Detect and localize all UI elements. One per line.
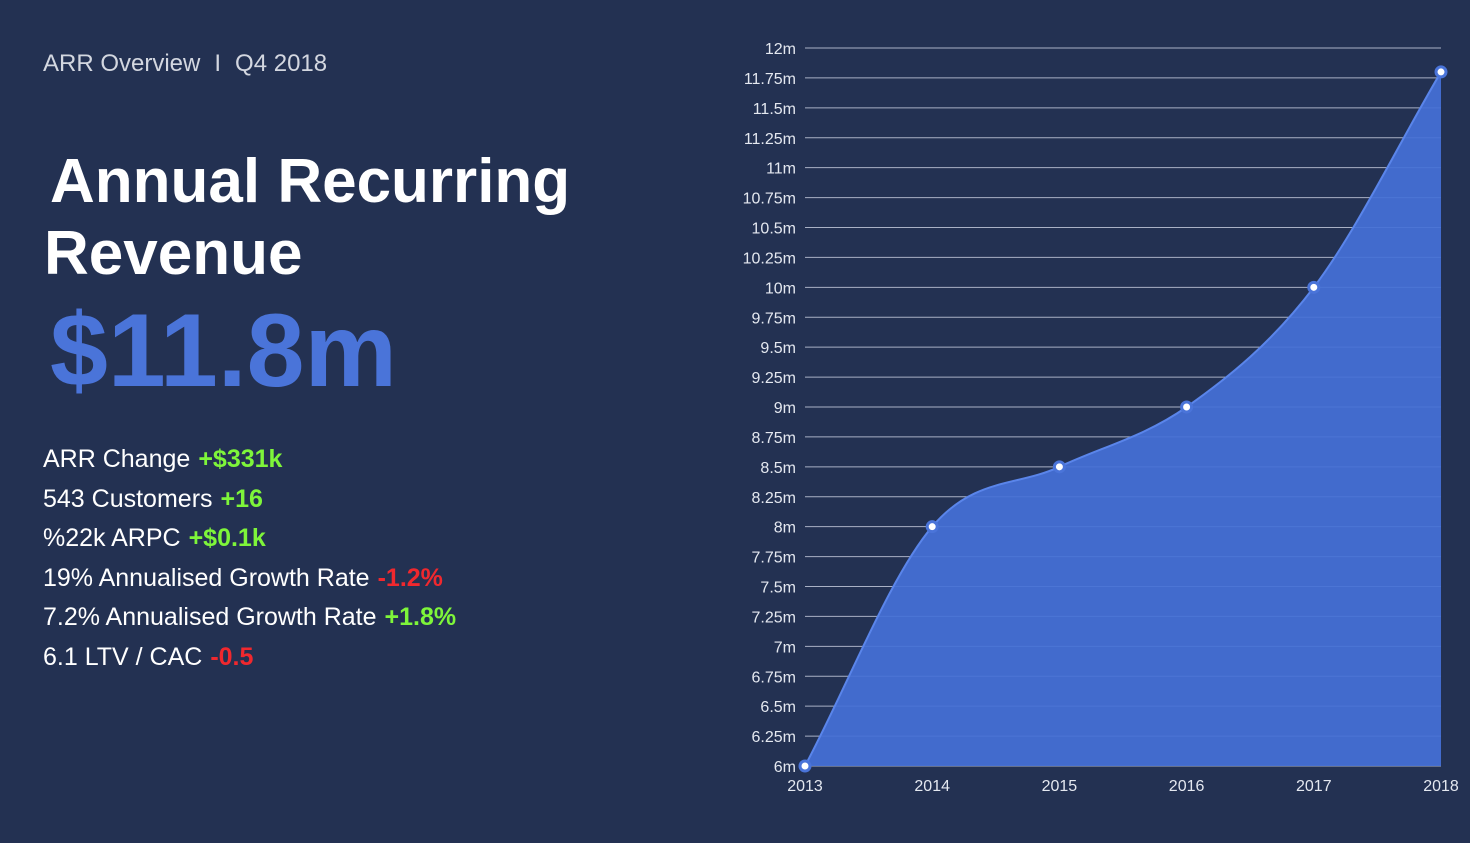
page-title: Annual Recurring Revenue bbox=[44, 146, 664, 290]
y-tick-label: 8.25m bbox=[752, 490, 796, 507]
y-tick-label: 10.25m bbox=[743, 250, 796, 267]
x-axis-ticks: 2013 2014 2015 2016 2017 2018 bbox=[787, 778, 1459, 795]
data-points bbox=[798, 65, 1448, 773]
data-point bbox=[1434, 65, 1448, 79]
data-point bbox=[925, 520, 939, 534]
metric-delta: +16 bbox=[220, 484, 263, 513]
y-tick-label: 10.75m bbox=[743, 191, 796, 208]
header-separator: I bbox=[214, 50, 222, 77]
y-tick-label: 6.25m bbox=[752, 729, 796, 746]
y-tick-label: 11.25m bbox=[744, 131, 796, 148]
x-tick-label: 2016 bbox=[1169, 778, 1205, 795]
y-tick-label: 6.75m bbox=[752, 669, 796, 686]
metric-label: ARR Change bbox=[43, 445, 191, 473]
metric-growth-rate-2: 7.2% Annualised Growth Rate +1.8% bbox=[43, 598, 456, 638]
metric-customers: 543 Customers +16 bbox=[43, 480, 456, 520]
data-point bbox=[1307, 280, 1321, 294]
x-tick-label: 2017 bbox=[1296, 778, 1332, 795]
metrics-list: ARR Change +$331k 543 Customers +16 %22k A… bbox=[43, 440, 456, 677]
page-title-line-1: Annual Recurring bbox=[50, 147, 571, 216]
y-tick-label: 7m bbox=[774, 639, 796, 656]
y-tick-label: 8m bbox=[774, 520, 796, 537]
metric-delta: +1.8% bbox=[384, 603, 457, 631]
y-tick-label: 7.25m bbox=[752, 609, 796, 626]
y-tick-label: 6.5m bbox=[760, 699, 796, 716]
y-tick-label: 8.5m bbox=[760, 460, 796, 477]
metric-delta: -1.2% bbox=[377, 563, 443, 592]
data-point bbox=[1180, 400, 1194, 414]
y-tick-label: 11.75m bbox=[744, 71, 796, 88]
y-tick-label: 11.5m bbox=[753, 101, 796, 118]
metric-arpc: %22k ARPC +$0.1k bbox=[43, 519, 456, 559]
metric-delta: +$331k bbox=[198, 445, 283, 473]
y-tick-label: 10.5m bbox=[752, 221, 796, 238]
metric-label: 7.2% Annualised Growth Rate bbox=[43, 603, 377, 631]
y-tick-label: 9m bbox=[774, 400, 796, 417]
y-tick-label: 9.25m bbox=[752, 370, 796, 387]
series-line bbox=[804, 71, 1442, 767]
data-point bbox=[1052, 460, 1066, 474]
metric-arr-change: ARR Change +$331k bbox=[43, 440, 456, 480]
y-tick-label: 9.5m bbox=[760, 340, 796, 357]
metric-label: 19% Annualised Growth Rate bbox=[43, 563, 370, 592]
page-header: ARR Overview I Q4 2018 bbox=[43, 50, 327, 78]
page-title-line-2: Revenue bbox=[44, 219, 303, 288]
x-tick-label: 2013 bbox=[787, 778, 823, 795]
metric-label: 543 Customers bbox=[43, 484, 213, 513]
y-tick-label: 11m bbox=[766, 161, 796, 178]
x-tick-label: 2018 bbox=[1423, 778, 1459, 795]
y-tick-label: 10m bbox=[765, 280, 796, 297]
data-point bbox=[798, 759, 812, 773]
area-fill bbox=[805, 71, 1441, 766]
y-tick-label: 7.5m bbox=[760, 580, 796, 597]
x-tick-label: 2015 bbox=[1042, 778, 1078, 795]
metric-label: 6.1 LTV / CAC bbox=[43, 642, 203, 671]
metric-ltv-cac: 6.1 LTV / CAC -0.5 bbox=[43, 638, 456, 678]
y-tick-label: 9.75m bbox=[752, 310, 796, 327]
period-label: Q4 2018 bbox=[235, 50, 328, 77]
x-tick-label: 2014 bbox=[914, 778, 950, 795]
metric-label: %22k ARPC bbox=[43, 524, 181, 552]
section-title: ARR Overview bbox=[43, 50, 201, 77]
y-tick-label: 8.75m bbox=[752, 430, 796, 447]
metric-delta: +$0.1k bbox=[188, 524, 266, 552]
y-tick-label: 6m bbox=[774, 759, 796, 776]
arr-value: $11.8m bbox=[50, 293, 397, 409]
metric-delta: -0.5 bbox=[210, 642, 254, 671]
y-axis-ticks: 6m 6.25m 6.5m 6.75m 7m 7.25m 7.5m 7.75m 8m 8.25m 8… bbox=[743, 41, 796, 776]
y-tick-label: 12m bbox=[765, 41, 796, 58]
y-tick-label: 7.75m bbox=[752, 550, 796, 567]
metric-growth-rate-1: 19% Annualised Growth Rate -1.2% bbox=[43, 559, 456, 599]
